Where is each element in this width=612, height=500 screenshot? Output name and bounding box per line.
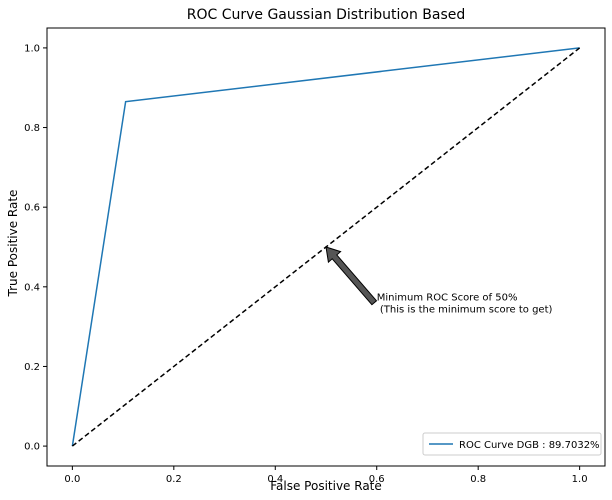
annotation-text-line: Minimum ROC Score of 50% <box>377 293 518 304</box>
legend: ROC Curve DGB : 89.7032% <box>422 432 602 456</box>
annotation-arrow <box>325 246 378 306</box>
y-axis-ticks: 0.0 0.2 0.4 0.6 0.8 1.0 <box>24 43 47 453</box>
x-tick-label: 0.2 <box>166 474 182 485</box>
y-tick-label: 0.2 <box>24 362 40 373</box>
y-axis-label: True Positive Rate <box>6 190 20 298</box>
y-tick-label: 0.8 <box>24 123 40 134</box>
x-axis-ticks: 0.0 0.2 0.4 0.6 0.8 1.0 <box>64 466 588 485</box>
x-tick-label: 0.8 <box>470 474 486 485</box>
y-tick-label: 0.4 <box>24 282 40 293</box>
y-tick-label: 0.0 <box>24 442 40 453</box>
x-tick-label: 1.0 <box>572 474 588 485</box>
x-axis-label: False Positive Rate <box>270 479 382 493</box>
plot-area <box>46 27 606 467</box>
y-tick-label: 1.0 <box>24 43 40 54</box>
legend-box <box>422 432 602 456</box>
x-tick-label: 0.4 <box>267 474 283 485</box>
annotation-layer: Minimum ROC Score of 50% (This is the mi… <box>325 246 553 316</box>
x-tick-label: 0.6 <box>369 474 385 485</box>
legend-label: ROC Curve DGB : 89.7032% <box>459 440 600 451</box>
chart-title: ROC Curve Gaussian Distribution Based <box>187 7 466 23</box>
y-tick-label: 0.6 <box>24 203 40 214</box>
annotation-text-line: (This is the minimum score to get) <box>377 305 553 316</box>
x-tick-label: 0.0 <box>64 474 80 485</box>
